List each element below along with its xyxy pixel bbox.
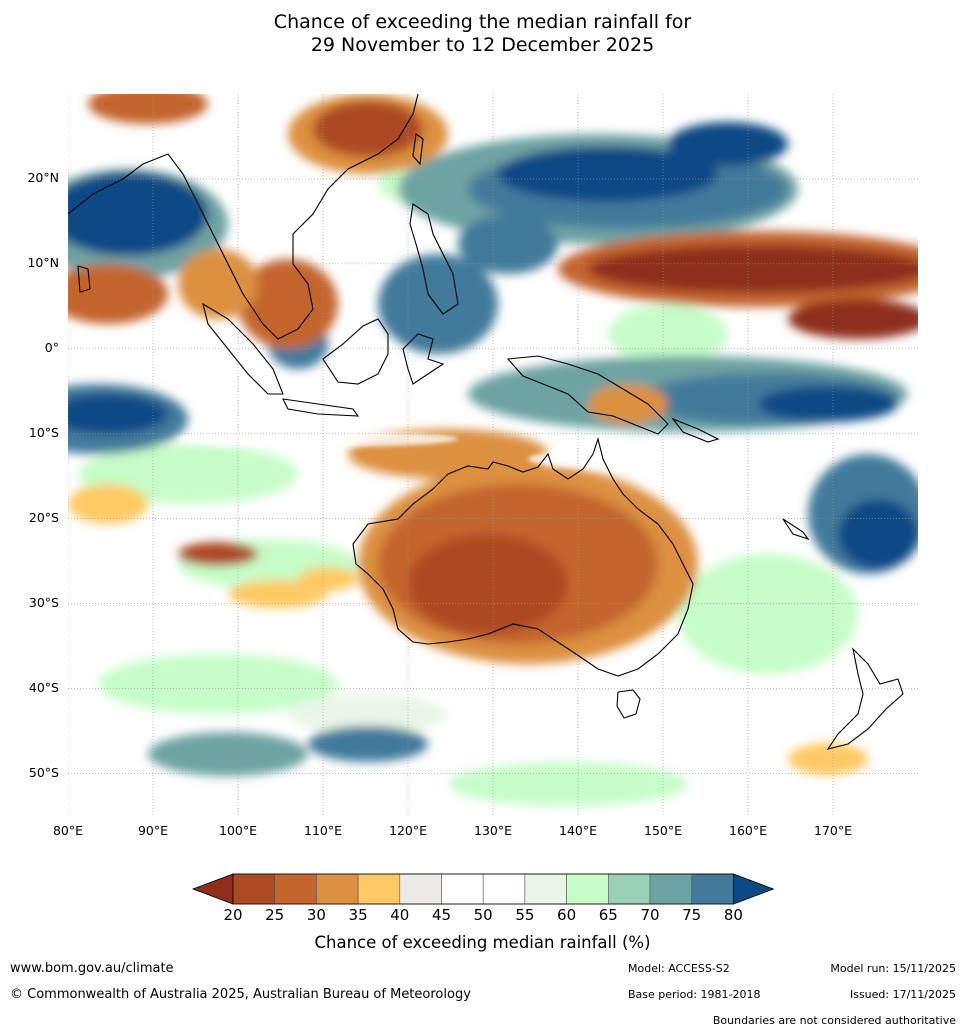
map-title-line2: 29 November to 12 December 2025 [310, 34, 655, 56]
lat-label-0: 0° [44, 340, 59, 355]
colorbar-swatch [357, 873, 401, 905]
neutral-band [178, 431, 808, 471]
sri-lanka-coastline [77, 265, 91, 293]
colorbar-swatch [482, 873, 526, 905]
lon-label-110e: 110°E [303, 823, 343, 838]
colorbar-tick-label: 45 [431, 906, 452, 924]
map-canvas [68, 94, 918, 816]
model-run-date: Model run: 15/11/2025 [830, 962, 956, 975]
boundaries-disclaimer: Boundaries are not considered authoritat… [712, 1014, 956, 1027]
lat-label-50s: 50°S [28, 765, 59, 780]
sulawesi-coastline [402, 333, 445, 385]
map-gridlines [68, 94, 918, 816]
new-zealand-coastline [826, 647, 904, 750]
tasmania-coastline [616, 689, 641, 719]
base-period: Base period: 1981-2018 [628, 988, 761, 1001]
colorbar-low-extension [191, 873, 234, 905]
lon-label-90e: 90°E [137, 823, 169, 838]
sumatra-coastline [202, 302, 284, 395]
colorbar-tick-label: 35 [348, 906, 368, 924]
lon-label-150e: 150°E [643, 823, 683, 838]
colorbar-swatch [566, 873, 609, 905]
rainfall-anomaly-field [68, 94, 918, 806]
colorbar [191, 873, 775, 905]
colorbar-swatch [524, 873, 567, 905]
lon-label-120e: 120°E [388, 823, 428, 838]
colorbar-outline [232, 873, 734, 905]
lon-label-140e: 140°E [558, 823, 598, 838]
colorbar-tick-label: 75 [682, 906, 702, 924]
lat-label-10n: 10°N [27, 255, 59, 270]
lon-label-100e: 100°E [218, 823, 258, 838]
lat-label-10s: 10°S [28, 425, 59, 440]
lon-label-160e: 160°E [728, 823, 768, 838]
colorbar-swatch [316, 873, 359, 905]
colorbar-swatch [399, 873, 442, 905]
colorbar-tick-label: 40 [390, 906, 410, 924]
website-link[interactable]: www.bom.gov.au/climate [10, 961, 174, 976]
colorbar-tick-label: 80 [723, 906, 743, 924]
colorbar-tick-label: 55 [515, 906, 535, 924]
taiwan-coastline [412, 133, 424, 166]
philippines-coastline [409, 203, 459, 315]
lat-label-20s: 20°S [28, 510, 59, 525]
lon-label-80e: 80°E [52, 823, 84, 838]
lat-label-30s: 30°S [28, 595, 59, 610]
colorbar-swatch [441, 873, 484, 905]
colorbar-swatch [607, 873, 651, 905]
colorbar-swatch [691, 873, 734, 905]
colorbar-tick-label: 30 [306, 906, 326, 924]
new-caledonia-coastline [782, 518, 810, 541]
copyright-text: © Commonwealth of Australia 2025, Austra… [10, 987, 471, 1002]
lon-label-170e: 170°E [813, 823, 853, 838]
issued-date: Issued: 17/11/2025 [849, 988, 956, 1001]
new-guinea-coastline [506, 355, 669, 435]
map-title-line1: Chance of exceeding the median rainfall … [273, 11, 692, 33]
colorbar-tick-label: 20 [223, 906, 243, 924]
colorbar-tick-label: 70 [640, 906, 660, 924]
lon-label-130e: 130°E [473, 823, 513, 838]
lat-label-20n: 20°N [27, 170, 59, 185]
java-coastline [282, 398, 360, 417]
lat-label-40s: 40°S [28, 680, 59, 695]
colorbar-swatch [232, 873, 276, 905]
colorbar-tick-label: 50 [473, 906, 493, 924]
borneo-coastline [322, 318, 389, 385]
asia-mainland-coastline [68, 94, 419, 340]
australia-coastline [352, 437, 694, 677]
colorbar-swatch [649, 873, 693, 905]
colorbar-tick-label: 65 [598, 906, 618, 924]
colorbar-high-extension [733, 873, 775, 905]
colorbar-swatch [274, 873, 317, 905]
colorbar-tick-label: 25 [265, 906, 285, 924]
rainfall-map [68, 94, 918, 816]
colorbar-label: Chance of exceeding median rainfall (%) [314, 933, 651, 952]
model-name: Model: ACCESS-S2 [628, 962, 730, 975]
coastlines [68, 94, 904, 750]
solomon-islands-coastline [671, 417, 720, 443]
colorbar-tick-label: 60 [557, 906, 577, 924]
